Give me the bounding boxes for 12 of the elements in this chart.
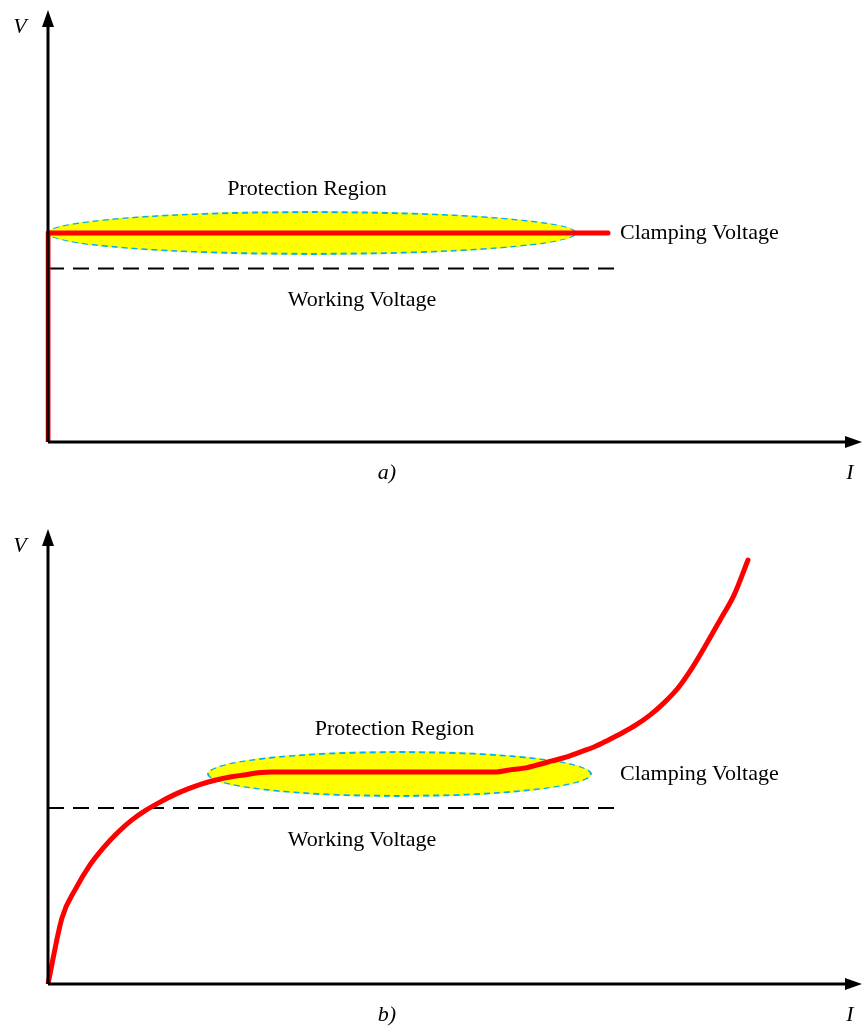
annotation: Clamping Voltage: [620, 759, 779, 785]
y-axis-title: V: [13, 531, 30, 557]
y-axis-title: V: [13, 12, 30, 38]
text: b): [377, 1000, 397, 1026]
text: a): [377, 458, 397, 484]
ref-line-label: Working Voltage: [287, 286, 437, 312]
annotation: Clamping Voltage: [620, 218, 779, 244]
x-axis-title: I: [845, 458, 856, 484]
text: Protection Region: [227, 174, 387, 200]
x-axis-title: I: [845, 1000, 856, 1026]
ref-line-label: Working Voltage: [287, 825, 437, 851]
annotation: Protection Region: [314, 714, 475, 740]
